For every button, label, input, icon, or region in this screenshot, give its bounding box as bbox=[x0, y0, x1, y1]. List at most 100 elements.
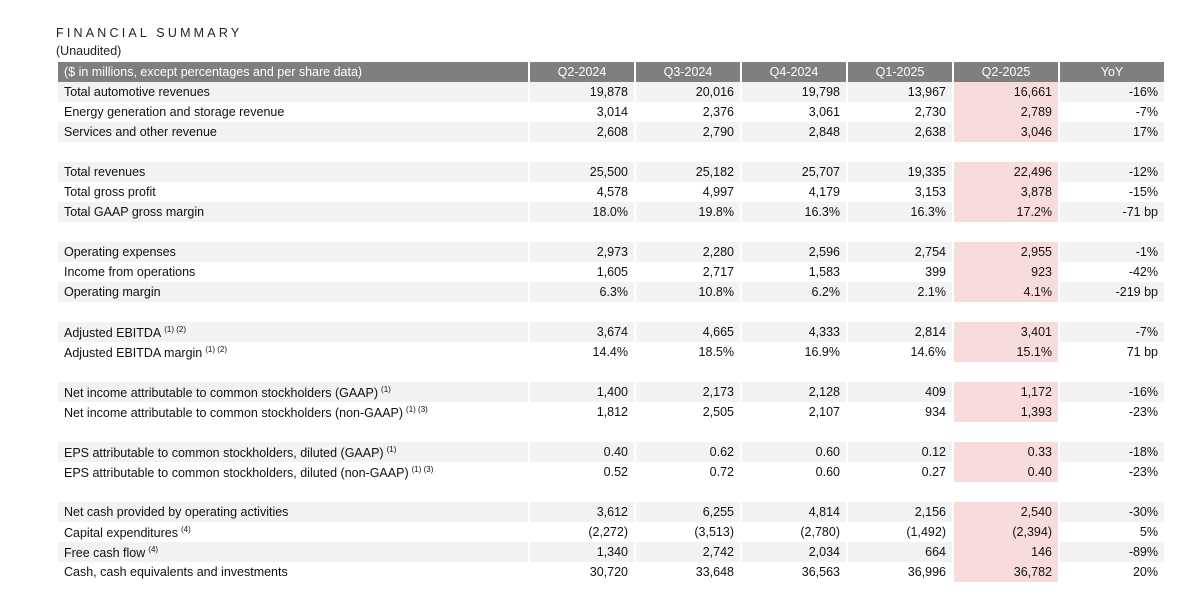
value-cell: 30,720 bbox=[530, 562, 634, 582]
row-label-text: Energy generation and storage revenue bbox=[64, 105, 285, 119]
highlighted-value-cell: 4.1% bbox=[954, 282, 1058, 302]
value-cell: 1,583 bbox=[742, 262, 846, 282]
table-row: Adjusted EBITDA margin (1) (2) 14.4% 18.5% 1… bbox=[58, 342, 1164, 362]
footnote-ref: (1) (3) bbox=[406, 404, 428, 414]
spacer-cell bbox=[58, 422, 1164, 442]
value-cell: 2,814 bbox=[848, 322, 952, 342]
row-label-text: Operating margin bbox=[64, 285, 161, 299]
footnote-ref: (1) (3) bbox=[411, 464, 434, 474]
value-cell: 0.60 bbox=[742, 462, 846, 482]
value-cell: 16.3% bbox=[742, 202, 846, 222]
row-label-text: Net income attributable to common stockh… bbox=[64, 385, 379, 400]
value-cell: 18.5% bbox=[636, 342, 740, 362]
row-label-text: Free cash flow bbox=[64, 545, 146, 560]
row-label-text: Total revenues bbox=[64, 165, 146, 179]
column-header: Q3-2024 bbox=[636, 62, 740, 82]
value-cell: 0.12 bbox=[848, 442, 952, 462]
row-label-text: Total automotive revenues bbox=[64, 85, 210, 99]
value-cell: 14.4% bbox=[530, 342, 634, 362]
value-cell: 25,500 bbox=[530, 162, 634, 182]
value-cell: 4,578 bbox=[530, 182, 634, 202]
row-label: Total GAAP gross margin bbox=[58, 202, 528, 222]
value-cell: 4,333 bbox=[742, 322, 846, 342]
value-cell: 399 bbox=[848, 262, 952, 282]
row-label: EPS attributable to common stockholders,… bbox=[58, 462, 528, 482]
highlighted-value-cell: 0.40 bbox=[954, 462, 1058, 482]
value-cell: 2,107 bbox=[742, 402, 846, 422]
row-label: Income from operations bbox=[58, 262, 528, 282]
highlighted-value-cell: 22,496 bbox=[954, 162, 1058, 182]
spacer-cell bbox=[58, 302, 1164, 322]
highlighted-value-cell: 2,789 bbox=[954, 102, 1058, 122]
group-spacer bbox=[58, 482, 1164, 502]
value-cell: 1,340 bbox=[530, 542, 634, 562]
page-subtitle: (Unaudited) bbox=[56, 44, 122, 58]
column-header: Q2-2025 bbox=[954, 62, 1058, 82]
row-label: Services and other revenue bbox=[58, 122, 528, 142]
value-cell: 2,505 bbox=[636, 402, 740, 422]
row-label-text: Net cash provided by operating activitie… bbox=[64, 505, 289, 519]
footnote-ref: (1) bbox=[381, 384, 391, 394]
row-label-text: Operating expenses bbox=[64, 245, 176, 259]
value-cell: 0.40 bbox=[530, 442, 634, 462]
value-cell: 5% bbox=[1060, 522, 1164, 542]
row-label-text: EPS attributable to common stockholders,… bbox=[64, 465, 409, 480]
value-cell: 2,173 bbox=[636, 382, 740, 402]
highlighted-value-cell: 2,540 bbox=[954, 502, 1058, 522]
value-cell: 25,182 bbox=[636, 162, 740, 182]
value-cell: 4,814 bbox=[742, 502, 846, 522]
value-cell: -18% bbox=[1060, 442, 1164, 462]
value-cell: 20,016 bbox=[636, 82, 740, 102]
row-label: Free cash flow (4) bbox=[58, 542, 528, 562]
value-cell: 6.2% bbox=[742, 282, 846, 302]
value-cell: (2,780) bbox=[742, 522, 846, 542]
value-cell: 2,280 bbox=[636, 242, 740, 262]
value-cell: 33,648 bbox=[636, 562, 740, 582]
row-label-text: EPS attributable to common stockholders,… bbox=[64, 445, 384, 460]
value-cell: -71 bp bbox=[1060, 202, 1164, 222]
spacer-cell bbox=[58, 362, 1164, 382]
table-row: Operating margin 6.3% 10.8% 6.2% 2.1% 4.1% -21… bbox=[58, 282, 1164, 302]
value-cell: -23% bbox=[1060, 462, 1164, 482]
value-cell: 2,742 bbox=[636, 542, 740, 562]
group-spacer bbox=[58, 222, 1164, 242]
highlighted-value-cell: 17.2% bbox=[954, 202, 1058, 222]
group-spacer bbox=[58, 142, 1164, 162]
value-cell: (2,272) bbox=[530, 522, 634, 542]
value-cell: -219 bp bbox=[1060, 282, 1164, 302]
row-label-text: Cash, cash equivalents and investments bbox=[64, 565, 288, 579]
footnote-ref: (1) (2) bbox=[205, 344, 228, 354]
table-row: Total revenues 25,500 25,182 25,707 19,335 22… bbox=[58, 162, 1164, 182]
value-cell: 1,605 bbox=[530, 262, 634, 282]
highlighted-value-cell: 0.33 bbox=[954, 442, 1058, 462]
value-cell: 2,638 bbox=[848, 122, 952, 142]
table-row: Net income attributable to common stockh… bbox=[58, 382, 1164, 402]
value-cell: 71 bp bbox=[1060, 342, 1164, 362]
table-row: Total automotive revenues 19,878 20,016 19,… bbox=[58, 82, 1164, 102]
highlighted-value-cell: 15.1% bbox=[954, 342, 1058, 362]
table-row: EPS attributable to common stockholders,… bbox=[58, 442, 1164, 462]
footnote-ref: (1) (2) bbox=[164, 324, 187, 334]
highlighted-value-cell: 146 bbox=[954, 542, 1058, 562]
group-spacer bbox=[58, 302, 1164, 322]
table-row: Operating expenses 2,973 2,280 2,596 2,754 2,… bbox=[58, 242, 1164, 262]
value-cell: 36,996 bbox=[848, 562, 952, 582]
value-cell: 0.62 bbox=[636, 442, 740, 462]
value-cell: 0.60 bbox=[742, 442, 846, 462]
value-cell: 2,596 bbox=[742, 242, 846, 262]
value-cell: 10.8% bbox=[636, 282, 740, 302]
table-body: Total automotive revenues 19,878 20,016 19,… bbox=[58, 82, 1164, 582]
value-cell: 0.72 bbox=[636, 462, 740, 482]
value-cell: (3,513) bbox=[636, 522, 740, 542]
row-label: Energy generation and storage revenue bbox=[58, 102, 528, 122]
value-cell: 2,848 bbox=[742, 122, 846, 142]
highlighted-value-cell: 923 bbox=[954, 262, 1058, 282]
value-cell: -23% bbox=[1060, 402, 1164, 422]
value-cell: 3,612 bbox=[530, 502, 634, 522]
value-cell: -30% bbox=[1060, 502, 1164, 522]
value-cell: -89% bbox=[1060, 542, 1164, 562]
highlighted-value-cell: 3,878 bbox=[954, 182, 1058, 202]
value-cell: 19.8% bbox=[636, 202, 740, 222]
value-cell: (1,492) bbox=[848, 522, 952, 542]
row-label: Total revenues bbox=[58, 162, 528, 182]
